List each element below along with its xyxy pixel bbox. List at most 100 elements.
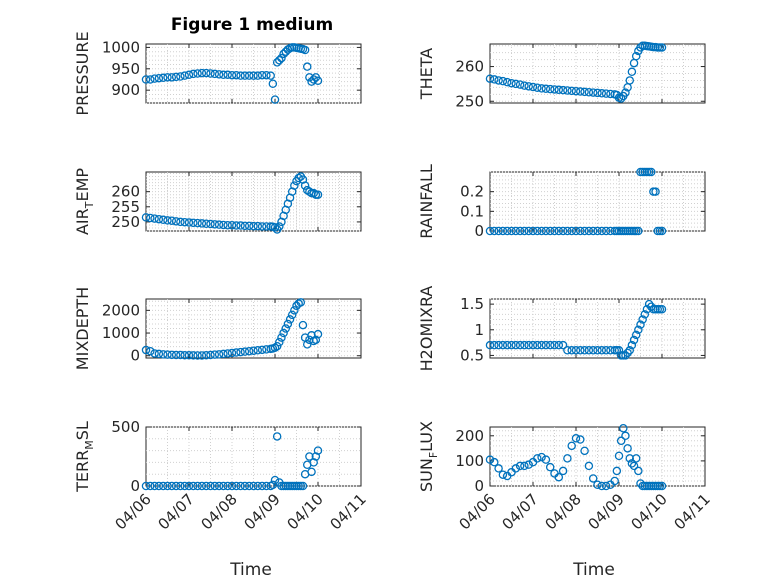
- data-point: [206, 219, 215, 229]
- data-point: [272, 432, 282, 441]
- data-point: [154, 349, 164, 359]
- data-point: [277, 53, 286, 63]
- data-point: [612, 466, 622, 476]
- data-point: [311, 335, 321, 345]
- y-tick-label: 200: [455, 427, 484, 445]
- data-point: [541, 226, 551, 236]
- y-tick-label: 0: [474, 477, 484, 495]
- data-point: [533, 83, 542, 92]
- data-point: [640, 310, 650, 319]
- data-point: [520, 461, 529, 471]
- data-point: [541, 340, 551, 350]
- data-point: [485, 226, 495, 236]
- data-point: [184, 481, 194, 491]
- data-point: [236, 71, 245, 80]
- data-point: [281, 324, 290, 333]
- data-point: [227, 348, 237, 358]
- data-point: [294, 173, 303, 183]
- y-tick-label: 0: [130, 347, 140, 365]
- data-point: [184, 218, 194, 227]
- data-point: [206, 350, 215, 360]
- data-point: [580, 87, 589, 97]
- figure-title: Figure 1 medium: [171, 15, 333, 35]
- data-point: [554, 85, 564, 95]
- data-point: [502, 340, 512, 350]
- data-point: [567, 86, 576, 96]
- data-point: [210, 481, 220, 491]
- data-point: [498, 76, 508, 86]
- data-point: [623, 444, 632, 453]
- data-point: [150, 74, 159, 83]
- data-point: [584, 346, 594, 355]
- y-tick-label: 0.2: [460, 183, 484, 201]
- data-point: [580, 346, 589, 355]
- data-point: [567, 226, 576, 236]
- data-point: [634, 466, 643, 476]
- data-point: [257, 481, 267, 491]
- data-point: [227, 481, 237, 491]
- data-point: [257, 345, 267, 355]
- data-point: [232, 221, 241, 230]
- data-point: [214, 350, 224, 359]
- data-point: [498, 340, 508, 350]
- data-point: [270, 223, 280, 232]
- data-point: [644, 299, 654, 309]
- x-axis-label-right: Time: [572, 560, 615, 580]
- data-point: [253, 71, 263, 80]
- data-point: [285, 315, 295, 324]
- data-point: [219, 481, 228, 491]
- data-point: [588, 226, 598, 236]
- data-point: [614, 451, 624, 461]
- data-point: [210, 69, 220, 79]
- data-point: [227, 221, 237, 230]
- data-point: [189, 69, 198, 79]
- data-point: [502, 77, 512, 87]
- y-axis-label: AIRTEMP: [73, 168, 96, 235]
- data-point: [533, 226, 542, 236]
- data-point: [502, 226, 512, 236]
- data-point: [298, 481, 308, 491]
- data-point: [236, 347, 245, 357]
- data-point: [550, 340, 559, 350]
- data-point: [515, 226, 525, 236]
- data-point: [167, 73, 177, 82]
- data-point: [244, 481, 254, 491]
- data-point: [627, 67, 637, 77]
- y-tick-label: 0.5: [460, 346, 484, 364]
- data-point: [593, 88, 602, 98]
- data-point: [313, 76, 323, 86]
- data-point: [232, 348, 241, 357]
- data-point: [601, 346, 611, 355]
- data-point: [558, 85, 568, 95]
- data-point: [206, 69, 215, 78]
- data-point: [642, 305, 652, 314]
- data-point: [296, 298, 306, 307]
- data-point: [610, 476, 619, 486]
- data-point: [184, 351, 194, 360]
- y-tick-label: 1: [474, 321, 484, 339]
- data-point: [614, 346, 624, 355]
- data-point: [253, 346, 263, 355]
- data-point: [515, 80, 525, 89]
- data-point: [558, 340, 568, 350]
- y-tick-label: 250: [111, 213, 140, 231]
- data-point: [189, 218, 198, 228]
- data-point: [146, 481, 155, 491]
- data-point: [625, 346, 635, 355]
- data-point: [197, 68, 207, 78]
- data-point: [176, 72, 185, 81]
- data-point: [606, 346, 615, 355]
- y-tick-label: 950: [111, 60, 140, 78]
- data-point: [180, 217, 189, 227]
- data-point: [563, 86, 572, 95]
- data-point: [576, 87, 585, 96]
- data-point: [511, 79, 521, 89]
- data-point: [193, 481, 202, 491]
- data-point: [619, 424, 628, 433]
- y-axis-label: PRESSURE: [73, 31, 92, 115]
- data-point: [634, 226, 643, 236]
- data-point: [490, 457, 499, 467]
- axes-box: [489, 43, 706, 104]
- data-point: [279, 328, 288, 338]
- data-point: [588, 346, 598, 355]
